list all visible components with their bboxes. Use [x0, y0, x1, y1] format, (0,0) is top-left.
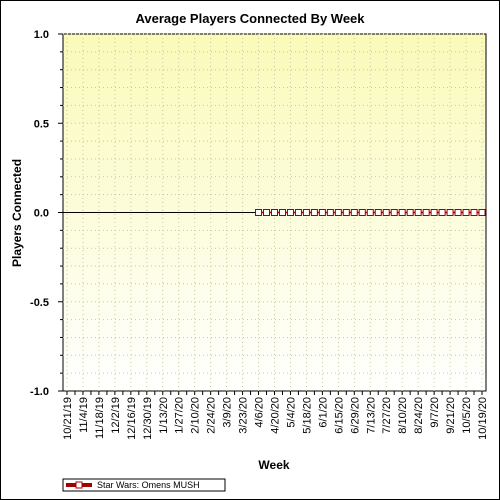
legend: Star Wars: Omens MUSH [62, 478, 226, 492]
series-layer [255, 209, 486, 216]
data-point-marker [342, 209, 350, 216]
x-tick-label: 6/29/20 [349, 397, 361, 434]
data-point-marker [255, 209, 263, 216]
x-tick-label: 2/10/20 [190, 397, 202, 434]
legend-box [62, 478, 226, 492]
x-tick-label: 10/5/20 [461, 397, 473, 434]
data-point-marker [302, 209, 310, 216]
x-tick-label: 4/6/20 [254, 397, 266, 428]
data-point-marker [271, 209, 278, 216]
x-tick-label: 2/24/20 [206, 397, 218, 434]
data-point-marker [430, 209, 438, 216]
y-tick-label: 1.0 [34, 29, 49, 41]
data-point-marker [462, 209, 470, 216]
data-point-marker [382, 209, 390, 216]
x-tick-label: 7/13/20 [365, 397, 377, 434]
x-tick-label: 12/16/19 [126, 397, 138, 440]
x-tick-label: 11/4/19 [78, 397, 90, 433]
chart-title: Average Players Connected By Week [135, 11, 365, 26]
x-tick-label: 8/10/20 [397, 397, 409, 434]
x-tick-label: 5/4/20 [285, 397, 297, 428]
x-axis-label: Week [258, 458, 289, 472]
data-point-marker [326, 209, 334, 216]
data-point-marker [263, 209, 271, 216]
data-point-marker [334, 209, 342, 216]
data-point-marker [478, 209, 486, 216]
y-tick-label: -1.0 [30, 386, 49, 398]
y-tick-label: -0.5 [30, 297, 49, 309]
data-point-marker [406, 209, 414, 216]
data-point-marker [422, 209, 430, 216]
data-point-marker [366, 209, 374, 216]
data-point-marker [318, 209, 326, 216]
x-tick-label: 5/18/20 [301, 397, 313, 434]
x-tick-label: 1/13/20 [158, 397, 170, 434]
legend-series-marker [75, 481, 83, 489]
grid-layer [63, 33, 486, 391]
data-point-marker [358, 209, 366, 216]
data-point-marker [294, 209, 302, 216]
axis-layer: 1.0 0.5 0.0 -0.5 -1.0 10/21/19 11/4/19 11/18/19… [30, 29, 489, 440]
y-tick-label: 0.5 [34, 118, 49, 130]
data-point-marker [438, 209, 446, 216]
data-point-marker [398, 209, 406, 216]
x-tick-label: 10/19/20 [477, 397, 489, 440]
x-tick-label: 10/21/19 [62, 397, 74, 440]
data-point-marker [374, 209, 382, 216]
data-point-marker [310, 209, 318, 216]
x-tick-label: 9/7/20 [429, 397, 441, 428]
x-tick-label: 6/15/20 [333, 397, 345, 434]
y-tick-label: 0.0 [34, 208, 49, 220]
legend-series-label: Star Wars: Omens MUSH [97, 480, 200, 490]
x-tick-label: 3/9/20 [222, 397, 234, 428]
data-point-marker [286, 209, 294, 216]
data-point-marker [454, 209, 462, 216]
x-tick-label: 9/21/20 [445, 397, 457, 434]
x-tick-label: 12/30/19 [142, 397, 154, 440]
x-tick-label: 8/24/20 [413, 397, 425, 434]
x-tick-label: 7/27/20 [381, 397, 393, 434]
data-point-marker [414, 209, 422, 216]
x-tick-label: 3/23/20 [238, 397, 250, 434]
x-tick-label: 4/20/20 [270, 397, 282, 434]
x-tick-label: 6/1/20 [317, 397, 329, 428]
data-point-marker [446, 209, 454, 216]
x-tick-label: 12/2/19 [110, 397, 122, 434]
y-axis-label: Players Connected [10, 159, 24, 267]
data-point-marker [278, 209, 286, 216]
x-tick-label: 1/27/20 [174, 397, 186, 434]
data-point-marker [350, 209, 358, 216]
x-tick-label: 11/18/19 [94, 397, 106, 439]
data-point-marker [390, 209, 398, 216]
data-point-marker [470, 209, 478, 216]
